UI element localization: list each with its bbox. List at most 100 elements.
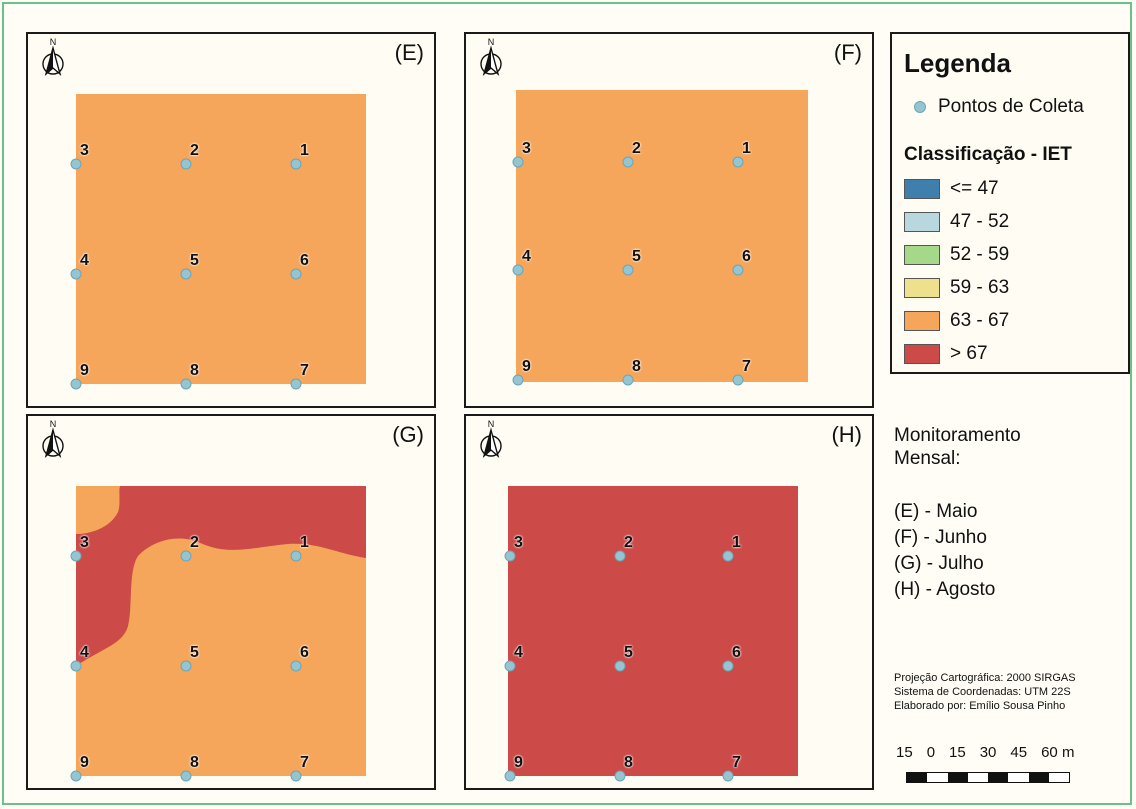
svg-text:N: N (50, 37, 57, 47)
class-label: 59 - 63 (950, 277, 1010, 298)
sample-point-label: 3 (522, 140, 531, 157)
iet-area-h (504, 486, 798, 782)
sample-point-label: 7 (300, 754, 309, 771)
sample-point (504, 550, 516, 562)
projection-text: Projeção Cartográfica: 2000 SIRGAS (894, 672, 1076, 684)
sample-point (70, 770, 82, 782)
sample-point (722, 550, 734, 562)
sample-point (70, 660, 82, 672)
iet-zone-orange (76, 94, 366, 384)
sample-point-label: 4 (522, 248, 531, 265)
month-list: (E) - Maio (F) - Junho (G) - Julho (H) -… (894, 499, 995, 603)
scale-labels: 15 0 15 30 45 60 m (896, 744, 1074, 761)
sample-point (70, 550, 82, 562)
sample-point (722, 660, 734, 672)
legend-class-5: 63 - 67 (904, 310, 1009, 332)
map-panel-g: (G) 3 2 1 4 5 6 9 8 7 N (26, 414, 436, 790)
sample-point (290, 378, 302, 390)
sample-point (504, 660, 516, 672)
sample-point-label: 3 (514, 534, 523, 551)
sample-point (722, 770, 734, 782)
iet-area-g (70, 486, 366, 782)
iet-area-e (70, 94, 366, 390)
sample-point-label: 8 (190, 754, 199, 771)
sample-point-label: 8 (624, 754, 633, 771)
month-h: (H) - Agosto (894, 579, 996, 600)
sample-point (70, 268, 82, 280)
scale-bar (906, 772, 1070, 783)
iet-zone-orange (516, 90, 808, 382)
scale-tick: 15 (896, 744, 913, 761)
sample-point (622, 156, 634, 168)
map-credits: Projeção Cartográfica: 2000 SIRGAS Siste… (894, 671, 1076, 713)
class-label: <= 47 (950, 178, 999, 199)
sample-point-label: 1 (300, 534, 309, 551)
scale-tick: 0 (926, 744, 936, 761)
class-swatch (904, 179, 940, 199)
iet-zone-orange-corner (76, 486, 120, 534)
class-swatch (904, 311, 940, 331)
panel-label-e: (E) (394, 40, 424, 65)
sample-point (622, 264, 634, 276)
sample-point (180, 660, 192, 672)
sample-point-label: 9 (514, 754, 523, 771)
panel-label-f: (F) (833, 40, 862, 65)
sample-point-label: 9 (80, 362, 89, 379)
sample-point-label: 1 (732, 534, 741, 551)
class-label: 63 - 67 (950, 310, 1010, 331)
sample-point (290, 550, 302, 562)
legend-class-1: <= 47 (904, 178, 999, 200)
sample-point-label: 4 (80, 644, 89, 661)
sample-point (290, 158, 302, 170)
sample-point-label: 3 (80, 142, 89, 159)
legend-point-label: Pontos de Coleta (938, 96, 1084, 117)
svg-text:N: N (488, 37, 495, 47)
map-panel-e: (E) 3 2 1 4 5 6 9 8 7 N (26, 32, 436, 408)
class-label: 52 - 59 (950, 244, 1010, 265)
legend-class-3: 52 - 59 (904, 244, 1009, 266)
sample-point (180, 158, 192, 170)
sample-point-label: 5 (624, 644, 633, 661)
sample-point-label: 6 (732, 644, 741, 661)
sample-point (70, 378, 82, 390)
sample-point-label: 5 (190, 644, 199, 661)
legend-class-4: 59 - 63 (904, 277, 1009, 299)
class-swatch (904, 278, 940, 298)
sample-point-icon (914, 101, 926, 113)
sample-point (732, 264, 744, 276)
class-label: > 67 (950, 343, 988, 364)
sample-point-label: 7 (732, 754, 741, 771)
sample-point-label: 2 (190, 534, 199, 551)
sample-point (512, 264, 524, 276)
north-arrow-icon: N (38, 418, 68, 462)
legend-title: Legenda (904, 48, 1011, 78)
panel-label-h: (H) (831, 422, 862, 447)
class-swatch (904, 344, 940, 364)
legend-point-entry: Pontos de Coleta (904, 96, 1084, 118)
sample-point-label: 7 (742, 358, 751, 375)
sample-point (614, 550, 626, 562)
month-f: (F) - Junho (894, 527, 987, 548)
class-swatch (904, 245, 940, 265)
sample-point-label: 2 (632, 140, 641, 157)
sample-point (512, 156, 524, 168)
sample-point (70, 158, 82, 170)
svg-text:N: N (50, 419, 57, 429)
sample-point-label: 6 (742, 248, 751, 265)
legend-class-title: Classificação - IET (904, 144, 1072, 165)
scale-tick: 15 (949, 744, 966, 761)
sample-point-label: 9 (80, 754, 89, 771)
sample-point (732, 156, 744, 168)
sample-point-label: 4 (80, 252, 89, 269)
scale-tick: 45 (1010, 744, 1028, 761)
north-arrow-icon: N (38, 36, 68, 80)
iet-zone-red (76, 486, 366, 666)
sample-point-label: 2 (624, 534, 633, 551)
sample-point-label: 2 (190, 142, 199, 159)
sample-point-label: 7 (300, 362, 309, 379)
sample-point-label: 6 (300, 252, 309, 269)
map-panel-f: (F) 3 2 1 4 5 6 9 8 7 N (464, 32, 874, 408)
scale-tick: 30 (979, 744, 997, 761)
sample-point (614, 770, 626, 782)
